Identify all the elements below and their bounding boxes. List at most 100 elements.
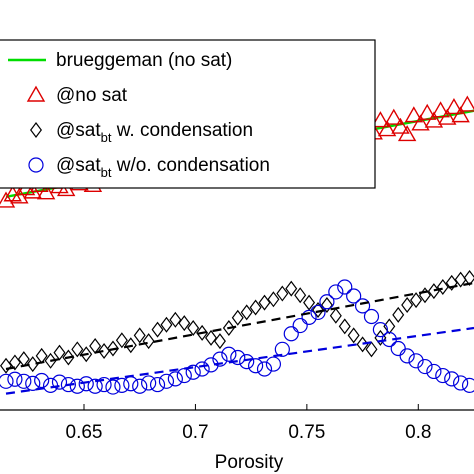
legend-marker-icon [26,85,46,102]
series-3-point [417,358,433,375]
series-3-point [87,378,103,394]
series-3-point [390,340,406,357]
series-2-point [258,294,271,311]
x-tick-label: 0.75 [288,422,325,443]
series-1-point [404,106,424,123]
series-1-point [458,95,474,112]
series-2-point [178,315,191,332]
series-2-point [142,333,155,350]
series-1-point [431,101,450,118]
series-2-point [115,332,128,349]
series-2-point [312,301,324,318]
series-3-point [114,377,130,393]
series-3-point [328,284,344,300]
series-3-point [158,373,175,389]
series-2-point [329,307,342,324]
series-2-point [463,269,474,286]
x-axis-label: Porosity [215,452,284,473]
legend-entry-label: brueggeman (no sat) [56,50,232,71]
series-3-point [372,322,388,338]
series-2-point [8,354,21,371]
series-4-line [5,281,474,371]
series-3-point [274,341,290,357]
series-3-point [230,349,246,366]
series-1-point [384,108,403,125]
series-2-point [53,344,66,361]
series-3-point [435,367,451,384]
series-2-point [71,341,84,358]
series-3-point [256,361,273,377]
series-2-point [169,311,182,328]
series-1-point [451,106,470,123]
series-3-point [283,326,299,342]
series-3-point [96,376,112,393]
series-1-point [391,117,410,134]
series-2-point [383,318,396,335]
series-3-point [78,376,94,392]
series-3-point [426,363,442,380]
series-2-point [213,333,226,350]
series-3-point [25,375,41,391]
series-1-point [444,98,464,115]
series-1-point [438,108,457,125]
series-3-point [346,288,362,304]
series-2-point [26,356,39,373]
series-3-point [337,279,353,295]
series-3-point [51,374,68,390]
series-1-point [0,191,16,208]
series-3-point [354,298,371,314]
series-3-point [16,373,32,389]
series-3-point [60,376,77,393]
series-2-point [410,292,423,309]
series-3-point [141,375,157,391]
series-2-point [0,357,12,374]
series-3-point [0,373,14,389]
legend-entry-label: @no sat [56,85,128,106]
series-3-point [42,377,59,393]
series-2-point [240,304,253,321]
series-1-point [36,183,56,200]
series-3-point [265,356,282,372]
series-2-point [436,279,449,295]
series-2-point [365,341,378,358]
series-2-point [44,352,57,369]
series-2-point [133,327,146,344]
legend-marker-icon [28,157,44,173]
series-2-point [187,320,200,336]
legend: brueggeman (no sat) @no sat @satbt w. cond… [0,39,376,189]
series-3-point [310,304,326,321]
x-tick-label: 0.8 [405,422,431,443]
series-2-point [320,297,333,314]
series-2-point [205,329,218,346]
series-3-point [363,308,380,325]
series-2-point [62,349,75,366]
legend-marker-icon [30,122,42,138]
series-3-point [221,346,237,362]
series-2-point [374,329,387,346]
series-3-point [149,376,166,393]
series-3-point [399,348,415,364]
series-1-point [10,187,29,204]
series-2-point [401,297,414,314]
series-2-point [267,291,280,308]
series-3-point [105,379,121,395]
series-3-point [301,309,317,325]
series-2-point [276,285,289,302]
series-3-point [239,354,255,370]
series-3-point [123,376,139,392]
series-3-point [212,351,228,367]
x-tick-label: 0.7 [182,422,208,443]
series-1-point [411,114,430,131]
x-tick-label: 0.65 [66,422,103,443]
series-3-point [176,367,192,384]
series-2-point [249,299,262,316]
series-2-point [231,309,244,326]
series-3-point [132,378,148,394]
series-2-point [222,320,235,336]
series-2-point [445,274,458,291]
series-2-point [347,327,360,344]
legend-entry-label: @satbt w/o. condensation [56,155,270,180]
series-2-point [294,287,307,304]
series-2-point [151,321,164,338]
series-2-point [285,280,298,297]
